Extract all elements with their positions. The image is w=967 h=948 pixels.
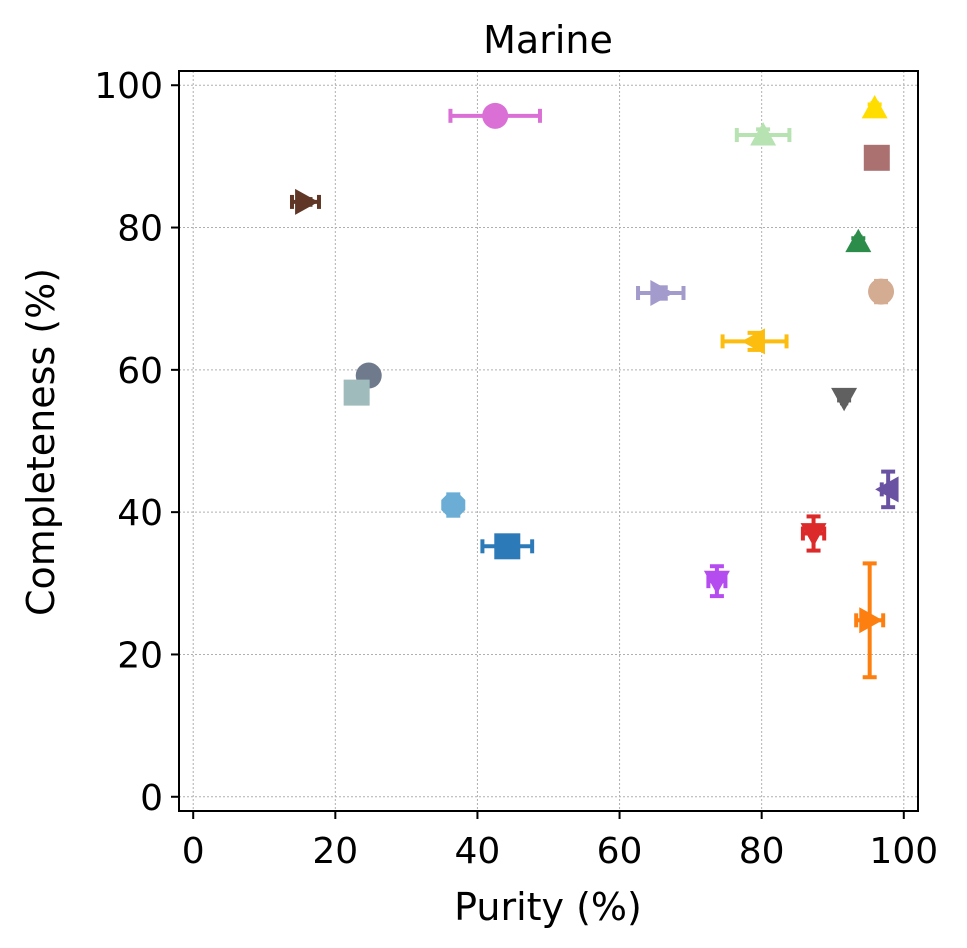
data-point [863,144,890,171]
triangle-up-marker [845,228,872,253]
circle-marker [482,102,509,129]
data-point [448,102,542,129]
chart-title: Marine [483,18,613,62]
x-tick-label: 100 [869,831,938,872]
data-points [289,95,899,680]
triangle-down-marker [800,523,827,547]
data-point [800,514,827,553]
y-tick-label: 80 [117,209,163,250]
data-point [868,278,895,305]
x-axis-ticks: 0 20 40 60 80 100 [182,811,938,872]
grid [179,71,918,811]
triangle-right-marker [859,607,883,634]
data-point [861,95,888,119]
x-tick-label: 20 [312,831,358,872]
x-axis-label: Purity (%) [454,885,642,929]
circle-marker [868,278,895,305]
data-point [441,492,466,518]
triangle-up-marker [750,122,777,146]
x-tick-label: 60 [597,831,643,872]
y-tick-label: 20 [117,635,163,676]
data-point [831,387,858,412]
y-axis-label: Completeness (%) [19,268,63,616]
data-point [734,122,792,146]
triangle-left-marker [741,328,765,355]
square-marker [494,533,521,560]
data-point [854,561,886,680]
y-tick-label: 0 [140,778,163,819]
square-marker [863,144,890,171]
y-axis-ticks: 0 20 40 60 80 100 [94,66,179,819]
triangle-down-marker [831,387,858,412]
y-tick-label: 40 [117,493,163,534]
octagon-marker [441,493,466,518]
x-tick-label: 0 [182,831,205,872]
triangle-right-marker [295,188,319,215]
data-point [703,564,730,599]
square-marker [343,379,370,406]
y-tick-label: 100 [94,66,163,107]
triangle-left-marker [875,476,899,503]
data-point [720,328,789,355]
plot-frame [178,70,919,812]
data-point [480,533,535,560]
data-point [845,228,872,253]
data-point [875,469,899,510]
data-point [636,280,686,306]
data-point [343,379,370,406]
triangle-down-marker [703,570,730,595]
y-tick-label: 60 [117,351,163,392]
triangle-up-marker [861,95,888,119]
x-tick-label: 40 [455,831,501,872]
x-tick-label: 80 [739,831,785,872]
data-point [289,188,321,215]
triangle-right-marker [650,280,674,306]
